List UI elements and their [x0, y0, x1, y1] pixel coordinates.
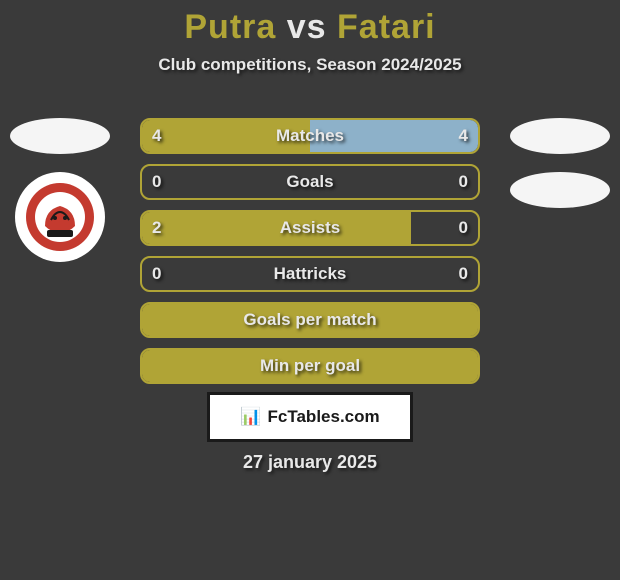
- stat-label: Goals per match: [142, 310, 478, 330]
- stat-label: Hattricks: [142, 264, 478, 284]
- stat-label: Matches: [142, 126, 478, 146]
- player2-club-placeholder-icon: [510, 172, 610, 208]
- brand-text: FcTables.com: [268, 407, 380, 427]
- stat-value-right: 4: [459, 126, 468, 146]
- stat-label: Min per goal: [142, 356, 478, 376]
- stat-value-left: 0: [152, 264, 161, 284]
- player1-club-badge: [15, 172, 105, 262]
- player2-placeholder-icon: [510, 118, 610, 154]
- left-column: [10, 118, 110, 262]
- comparison-card: Putra vs Fatari Club competitions, Seaso…: [0, 0, 620, 580]
- brand-badge[interactable]: 📊 FcTables.com: [207, 392, 413, 442]
- title-player1: Putra: [184, 8, 276, 46]
- stat-value-left: 4: [152, 126, 161, 146]
- stat-row: Hattricks0 0: [140, 256, 480, 292]
- subtitle: Club competitions, Season 2024/2025: [0, 55, 620, 75]
- stat-row: Matches4 4: [140, 118, 480, 154]
- stat-value-left: 2: [152, 218, 161, 238]
- stat-row: Min per goal: [140, 348, 480, 384]
- stat-label: Goals: [142, 172, 478, 192]
- club-crest-icon: [25, 182, 95, 252]
- chart-icon: 📊: [240, 407, 261, 427]
- stat-value-right: 0: [459, 172, 468, 192]
- title-player2: Fatari: [337, 8, 436, 46]
- player1-placeholder-icon: [10, 118, 110, 154]
- stat-label: Assists: [142, 218, 478, 238]
- stats-list: Matches44Goals00Assists20Hattricks00Goal…: [140, 118, 480, 394]
- title-vs: vs: [287, 8, 327, 46]
- right-column: [510, 118, 610, 226]
- stat-value-right: 0: [459, 264, 468, 284]
- stat-value-right: 0: [459, 218, 468, 238]
- stat-row: Goals0 0: [140, 164, 480, 200]
- stat-row: Goals per match: [140, 302, 480, 338]
- page-title: Putra vs Fatari: [0, 0, 620, 47]
- date-label: 27 january 2025: [0, 452, 620, 473]
- stat-value-left: 0: [152, 172, 161, 192]
- stat-row: Assists2 0: [140, 210, 480, 246]
